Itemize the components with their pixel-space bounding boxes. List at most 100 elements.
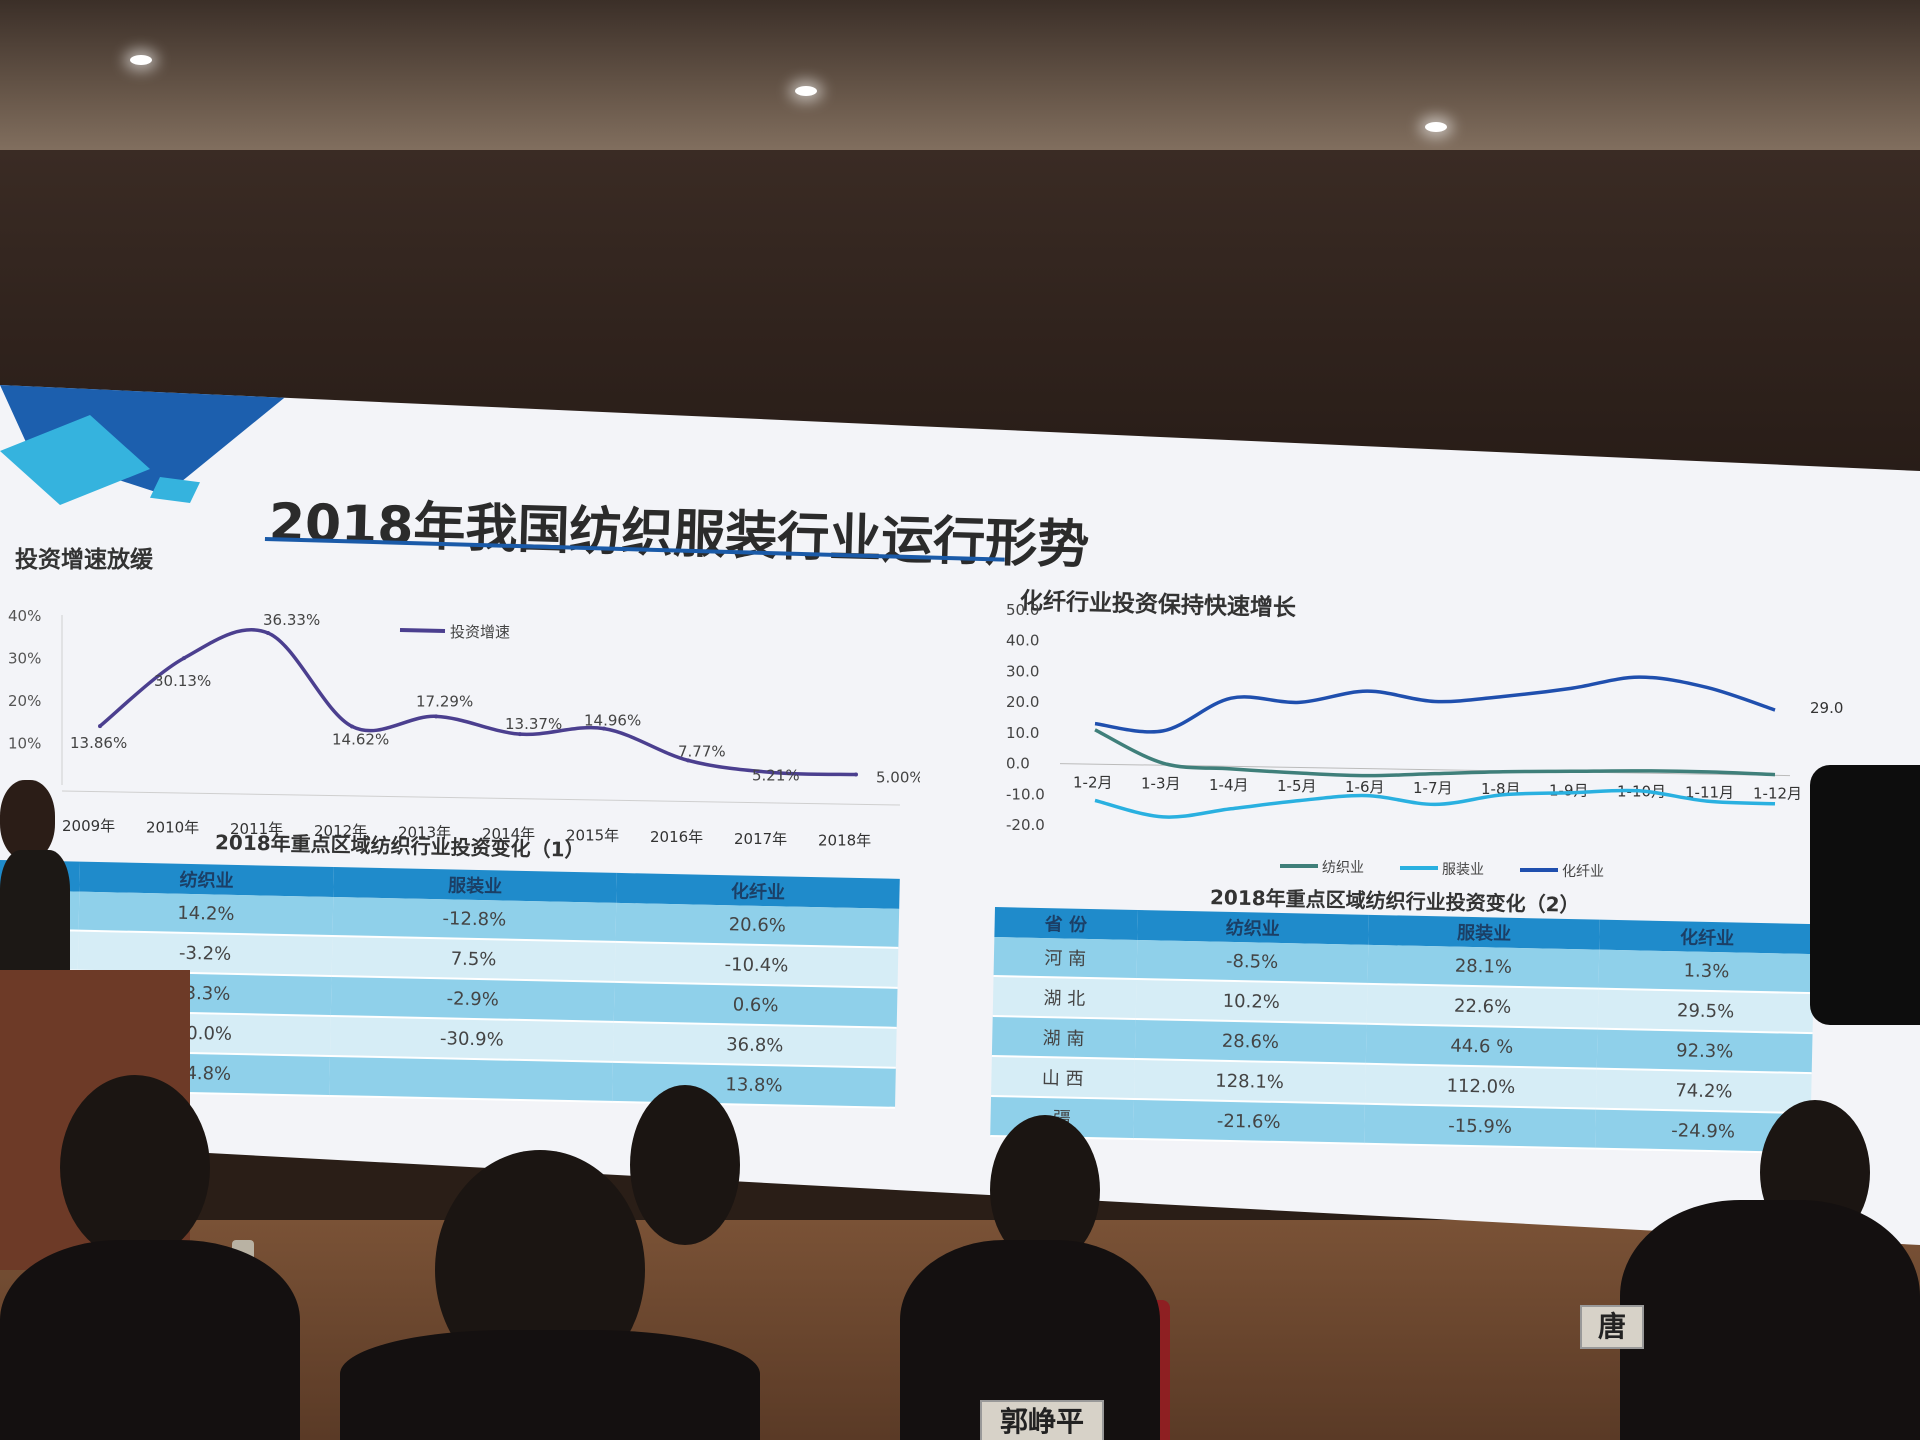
- table-cell: 28.1%: [1367, 944, 1600, 989]
- data-label: 5.21%: [752, 766, 800, 784]
- x-tick-label: 1-11月: [1685, 783, 1734, 801]
- audience-body: [1620, 1200, 1920, 1440]
- x-tick-label: 1-3月: [1141, 775, 1181, 793]
- series-line: [1094, 728, 1776, 778]
- table-cell: 74.2%: [1596, 1068, 1812, 1114]
- x-tick-label: 1-4月: [1209, 776, 1249, 794]
- table-cell: -10.4%: [614, 941, 899, 988]
- data-label: 30.13%: [154, 672, 211, 690]
- data-point: [518, 732, 522, 737]
- investment-growth-chart: 40% 30% 20% 10% 13.86% 30.13% 36.33% 14.62% 17.2…: [8, 607, 920, 849]
- table-cell: -2.9%: [330, 975, 615, 1022]
- x-tick-label: 2017年: [734, 830, 787, 848]
- audience-head: [630, 1085, 740, 1245]
- data-point: [686, 758, 690, 763]
- table-cell: 湖 南: [991, 1015, 1136, 1059]
- data-point: [854, 772, 858, 777]
- y-tick-label: 10.0: [1006, 724, 1039, 742]
- y-tick-label: 50.0: [1006, 601, 1039, 619]
- table-cell: 1.3%: [1598, 949, 1815, 994]
- x-tick-label: 2018年: [818, 831, 871, 849]
- data-point: [770, 770, 774, 775]
- legend-label: 纺织业: [1322, 860, 1364, 876]
- x-tick-label: 1-7月: [1413, 779, 1453, 797]
- left-chart-subtitle: 投资增速放缓: [15, 547, 153, 573]
- table-cell: 10.2%: [1135, 978, 1368, 1024]
- audience-body: [0, 1240, 300, 1440]
- y-tick-label: 10%: [8, 735, 41, 753]
- data-point: [182, 656, 186, 661]
- table-cell: 92.3%: [1597, 1028, 1813, 1074]
- y-tick-label: 30.0: [1006, 662, 1039, 680]
- camera: [1810, 765, 1920, 1025]
- y-tick-label: 0.0: [1006, 755, 1030, 773]
- data-point: [602, 726, 606, 731]
- y-tick-label: 20%: [8, 692, 41, 710]
- y-tick-label: -20.0: [1006, 816, 1045, 834]
- audience-body: [340, 1330, 760, 1440]
- table-cell: -12.8%: [332, 896, 617, 942]
- data-label: 17.29%: [416, 692, 473, 710]
- x-tick-label: 1-9月: [1549, 781, 1589, 799]
- y-tick-label: 30%: [8, 650, 41, 668]
- ceiling-light: [130, 55, 152, 65]
- series-line: [1094, 788, 1776, 819]
- data-point: [434, 714, 438, 719]
- nameplate: 郭峥平: [980, 1400, 1104, 1440]
- table-cell: 112.0%: [1364, 1063, 1598, 1109]
- x-axis: [61, 790, 901, 806]
- series-line: [98, 628, 857, 777]
- slide-decoration: [150, 477, 200, 503]
- data-label: 14.62%: [332, 730, 389, 748]
- x-tick-label: 1-5月: [1277, 777, 1317, 795]
- speaker-head: [0, 780, 55, 860]
- table-cell: -15.9%: [1364, 1103, 1597, 1149]
- table-cell: 山 西: [991, 1055, 1135, 1099]
- table-cell: -8.5%: [1136, 939, 1369, 984]
- table-cell: 22.6%: [1366, 983, 1599, 1029]
- audience-head: [60, 1075, 210, 1260]
- table-cell: 29.5%: [1597, 988, 1814, 1034]
- x-tick-label: 2016年: [650, 828, 703, 846]
- data-label: 36.33%: [263, 611, 320, 629]
- table-cell: 28.6%: [1134, 1018, 1367, 1064]
- data-label: 13.37%: [505, 715, 562, 733]
- legend-label: 服装业: [1442, 862, 1484, 878]
- table-header-cell: 省 份: [994, 907, 1138, 940]
- x-tick-label: 2011年: [230, 820, 283, 838]
- series-line: [1094, 675, 1776, 734]
- table-cell: -30.9%: [330, 1015, 614, 1062]
- data-point: [266, 630, 270, 635]
- x-tick-label: 2009年: [62, 817, 115, 835]
- table-cell: 湖 北: [992, 975, 1137, 1019]
- table-cell: 44.6 %: [1365, 1023, 1598, 1069]
- table-cell: 20.6%: [615, 902, 900, 948]
- table-cell: 河 南: [993, 936, 1137, 979]
- nameplate: 唐: [1580, 1305, 1644, 1349]
- data-point: [98, 724, 102, 729]
- x-tick-label: 2015年: [566, 827, 619, 845]
- table-header-cell: 纺织业: [1136, 909, 1369, 945]
- table-cell: 36.8%: [612, 1021, 897, 1068]
- chemical-fiber-chart: 50.0 40.0 30.0 20.0 10.0 0.0 -10.0 -20.0 1-2月 1-3…: [1006, 601, 1856, 880]
- x-tick-label: 2012年: [314, 822, 367, 840]
- data-label: 5.00%: [876, 769, 920, 787]
- y-tick-label: 20.0: [1006, 693, 1039, 711]
- ceiling: [0, 0, 1920, 170]
- data-label: 14.96%: [584, 712, 641, 730]
- slide-title: 2018年我国纺织服装行业运行形势: [267, 492, 1091, 576]
- legend-label: 化纤业: [1562, 864, 1604, 880]
- x-tick-label: 2014年: [482, 825, 535, 843]
- x-tick-label: 2010年: [146, 819, 199, 837]
- x-tick-label: 2013年: [398, 823, 451, 841]
- projected-slide: 2018年我国纺织服装行业运行形势 投资增速放缓 化纤行业投资保持快速增长 40…: [0, 385, 1920, 1245]
- x-tick-label: 1-6月: [1345, 778, 1385, 796]
- table-cell: [329, 1055, 613, 1102]
- end-label: 29.0: [1810, 699, 1843, 717]
- data-label: 13.86%: [70, 734, 127, 752]
- legend-label: 投资增速: [450, 623, 510, 641]
- table-cell: 0.6%: [613, 981, 898, 1028]
- ceiling-light: [1425, 122, 1447, 132]
- y-tick-label: 40.0: [1006, 632, 1039, 650]
